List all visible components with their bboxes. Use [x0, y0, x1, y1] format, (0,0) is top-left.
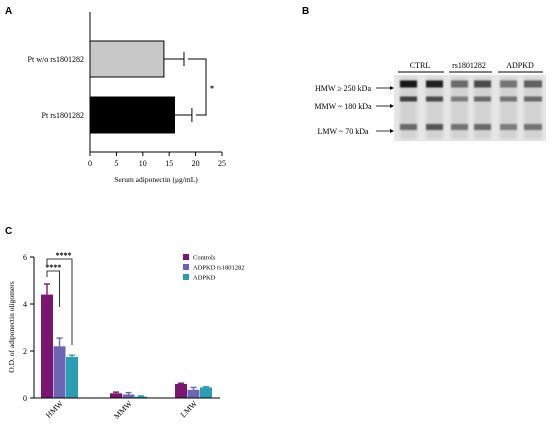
blot-band — [524, 124, 542, 130]
panel-a-error-bars — [163, 52, 193, 122]
category-label: MMW — [112, 399, 134, 421]
category-label: Pt rs1801282 — [42, 111, 84, 120]
significance-stars: **** — [45, 263, 61, 272]
bar-pt-w-o-rs1801282 — [89, 40, 165, 78]
blot-band — [400, 124, 417, 130]
panel-a-significance-bracket: * — [187, 58, 214, 116]
significance-bracket-1 — [46, 270, 60, 307]
blot-band — [451, 80, 468, 88]
bar-controls-mmw — [110, 393, 122, 398]
bar-controls-hmw — [41, 294, 53, 398]
blot-band — [451, 124, 468, 130]
blot-lane-smear — [500, 77, 517, 139]
blot-band — [426, 124, 443, 130]
blot-lane-smear — [426, 77, 443, 139]
panel-a-category-labels: Pt w/o rs1801282 Pt rs1801282 — [28, 55, 84, 120]
x-tick-label: 10 — [139, 159, 147, 168]
y-tick-label: 2 — [23, 347, 27, 356]
blot-band — [451, 96, 468, 102]
panel-b-letter: B — [302, 6, 309, 17]
blot-band — [500, 96, 517, 102]
blot-group-label: CTRL — [410, 61, 431, 70]
y-tick-label: 6 — [23, 253, 27, 262]
blot-band-label: LMW ~ 70 kDa — [317, 127, 369, 136]
blot-band — [524, 96, 542, 102]
panel-c-error-bars — [44, 283, 209, 397]
blot-band-arrow-head — [390, 86, 394, 90]
legend-swatch — [183, 274, 189, 280]
category-label: LMW — [179, 399, 200, 420]
blot-lane-smear — [474, 77, 491, 139]
blot-band — [474, 80, 491, 88]
blot-band — [426, 80, 443, 88]
blot-band — [500, 80, 517, 88]
significance-star: * — [210, 84, 214, 93]
panel-c-letter: C — [5, 226, 12, 237]
blot-band-labels: HMW ≥ 250 kDa MMW ~ 180 kDa LMW ~ 70 kDa — [314, 84, 394, 136]
legend-label: Controls — [193, 255, 216, 262]
bar-controls-lmw — [175, 383, 187, 398]
legend-label: ADPKD — [193, 275, 216, 282]
category-label: HMW — [44, 399, 65, 420]
panel-a-x-axis-label: Serum adiponectin (μg/mL) — [114, 175, 198, 184]
blot-band-arrow-head — [390, 129, 394, 133]
category-label: Pt w/o rs1801282 — [28, 55, 84, 64]
y-tick-label: 4 — [23, 300, 27, 309]
blot-lane-smear — [400, 77, 417, 139]
x-tick-label: 25 — [218, 159, 226, 168]
panel-b-western-blot: CTRL rs1801282 ADPKD HMW ≥ 250 kDa MMW ~ 18… — [314, 61, 546, 141]
significance-stars: **** — [56, 251, 72, 260]
blot-group-label: ADPKD — [506, 61, 534, 70]
x-tick-label: 0 — [88, 159, 92, 168]
x-tick-label: 5 — [114, 159, 118, 168]
significance-bracket-2 — [46, 258, 73, 345]
blot-lane-smear — [524, 77, 542, 139]
blot-band — [500, 124, 517, 130]
blot-lanes — [400, 77, 542, 139]
x-tick-label: 20 — [192, 159, 200, 168]
x-tick-label: 15 — [165, 159, 173, 168]
legend-label: ADPKD rs1801282 — [193, 265, 244, 272]
blot-group-labels: CTRL rs1801282 ADPKD — [410, 61, 534, 70]
panel-a-bars — [89, 40, 175, 134]
panel-c-bars — [41, 294, 212, 398]
bar-adpkd-rs1801282-lmw — [187, 389, 200, 398]
blot-band — [474, 124, 491, 130]
blot-band-arrow-head — [390, 104, 394, 108]
bar-pt-rs1801282 — [89, 96, 175, 134]
panel-c-category-labels: HMW MMW LMW — [44, 399, 199, 421]
blot-band — [524, 80, 542, 88]
bar-adpkd-rs1801282-hmw — [53, 346, 66, 398]
blot-band-label: HMW ≥ 250 kDa — [315, 84, 371, 93]
panel-c-y-axis-label: O.D. of adiponectin oligomers — [7, 281, 16, 373]
blot-band-label: MMW ~ 180 kDa — [314, 102, 372, 111]
panel-a-x-ticks: 0 5 10 15 20 25 — [88, 152, 226, 168]
blot-band — [400, 96, 417, 102]
blot-band — [426, 96, 443, 102]
panel-c-chart: 0 2 4 6 HMW MMW LMW O.D. of adiponectin oligo… — [7, 251, 244, 421]
panel-c-legend: Controls ADPKD rs1801282 ADPKD — [183, 254, 244, 282]
blot-band — [400, 80, 417, 88]
y-tick-label: 0 — [23, 394, 27, 403]
blot-lane-smear — [451, 77, 468, 139]
blot-membrane — [394, 75, 546, 141]
bar-adpkd-lmw — [200, 387, 212, 398]
panel-a-letter: A — [5, 6, 12, 17]
panel-c-y-ticks: 0 2 4 6 — [23, 253, 34, 403]
bar-adpkd-hmw — [66, 356, 78, 398]
legend-swatch — [183, 264, 189, 270]
significance-bracket — [187, 58, 207, 116]
bar-adpkd-rs1801282-mmw — [122, 394, 135, 398]
blot-band — [474, 96, 491, 102]
blot-group-label: rs1801282 — [452, 61, 486, 70]
panel-c-significance-brackets: **** **** — [45, 251, 73, 345]
bar-adpkd-mmw — [135, 396, 147, 398]
legend-swatch — [183, 254, 189, 260]
